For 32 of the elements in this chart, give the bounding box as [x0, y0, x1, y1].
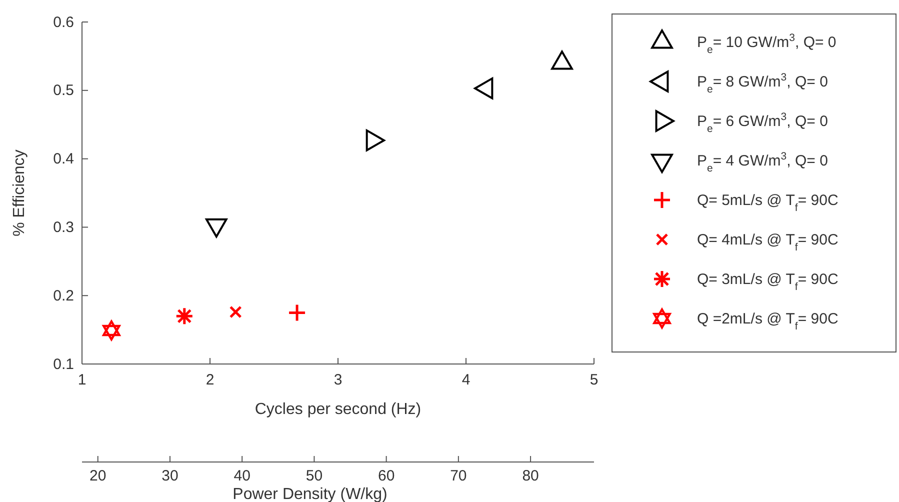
- legend-label: P$_{e}$= 4 GW/m$^{3}$, Q= 0: [697, 150, 828, 174]
- point: [229, 306, 242, 318]
- legend-label: Q =2mL/s @ T$_{f}$= 90C: [697, 310, 838, 332]
- x-tick-label: 1: [78, 372, 86, 389]
- legend-label: P$_{e}$= 8 GW/m$^{3}$, Q= 0: [697, 72, 828, 96]
- x2-tick-label: 50: [306, 468, 323, 485]
- legend-label: Q= 5mL/s @ T$_{f}$= 90C: [697, 192, 838, 214]
- point: [175, 306, 194, 326]
- y-tick-label: 0.6: [53, 14, 74, 31]
- y-tick-label: 0.1: [53, 356, 74, 373]
- legend-label: P$_{e}$= 6 GW/m$^{3}$, Q= 0: [697, 111, 828, 135]
- y-tick-label: 0.5: [53, 82, 74, 100]
- x-tick-label: 4: [462, 372, 470, 389]
- x-axis-title: Cycles per second (Hz): [254, 401, 422, 418]
- y-tick-label: 0.2: [53, 287, 74, 304]
- legend-label: Q= 3mL/s @ T$_{f}$= 90C: [697, 271, 838, 293]
- x2-tick-label: 60: [378, 468, 395, 485]
- legend-label: Q= 4mL/s @ T$_{f}$= 90C: [697, 232, 838, 254]
- x2-tick-label: 40: [234, 468, 250, 485]
- y-tick-label: 0.4: [53, 150, 74, 168]
- x-tick-label: 5: [590, 372, 598, 389]
- y-tick-label: 0.3: [53, 219, 74, 236]
- x2-tick-label: 70: [450, 468, 467, 485]
- x2-tick-label: 30: [162, 468, 178, 485]
- x2-tick-label: 20: [90, 468, 106, 485]
- legend-label: P$_{e}$= 10 GW/m$^{3}$, Q= 0: [697, 32, 836, 56]
- y-axis-title: % Efficiency: [11, 150, 28, 236]
- x2-axis-title: Power Density (W/kg): [232, 486, 388, 502]
- x-tick-label: 3: [334, 372, 342, 389]
- x-tick-label: 2: [206, 372, 214, 389]
- point: [102, 320, 120, 341]
- x2-tick-label: 80: [522, 468, 539, 485]
